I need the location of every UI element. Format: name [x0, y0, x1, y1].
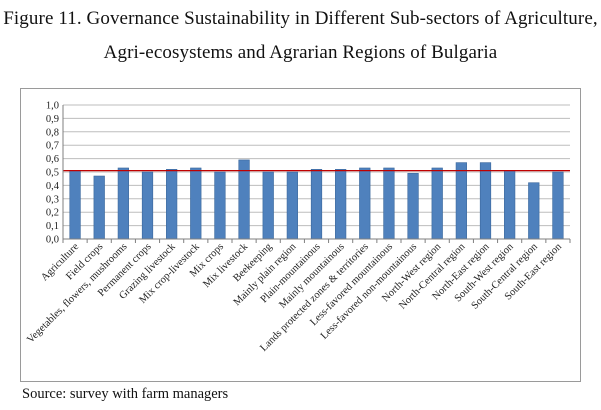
bar: [190, 167, 202, 240]
bar: [262, 171, 274, 240]
y-axis-tick-labels: 0,0 0,1 0,2 0,3 0,4 0,5 0,6 0,7 0,8 0,9 1,0: [46, 101, 60, 246]
figure-title-line-1: Figure 11. Governance Sustainability in …: [3, 8, 598, 29]
bar: [504, 170, 516, 240]
y-tick-label: 0,7: [46, 141, 59, 152]
bar: [166, 169, 178, 240]
y-tick-label: 0,9: [46, 114, 59, 125]
y-tick-label: 0,2: [46, 208, 59, 219]
bar: [455, 162, 467, 240]
y-tick-label: 1,0: [46, 101, 59, 112]
figure-title-line-2: Agri-ecosystems and Agrarian Regions of …: [103, 42, 498, 63]
chart-frame: 0,0 0,1 0,2 0,3 0,4 0,5 0,6 0,7 0,8 0,9 1,0 Agricu…: [20, 88, 581, 382]
bar: [214, 171, 226, 240]
bar: [431, 167, 443, 240]
bar: [310, 169, 323, 240]
y-tick-label: 0,5: [46, 168, 59, 179]
bars: [69, 159, 564, 240]
y-tick-label: 0,6: [46, 154, 59, 165]
bar: [528, 182, 540, 240]
y-tick-label: 0,0: [46, 235, 59, 246]
bar: [117, 167, 129, 240]
bar: [238, 159, 250, 240]
y-tick-label: 0,8: [46, 127, 59, 138]
bar: [335, 169, 347, 240]
bar: [141, 171, 154, 240]
bar: [479, 162, 492, 240]
bar-chart: 0,0 0,1 0,2 0,3 0,4 0,5 0,6 0,7 0,8 0,9 1,0 Agricu…: [25, 101, 571, 354]
x-tick-label: Vegetables, flowers, mushrooms: [25, 241, 129, 345]
bar: [359, 167, 371, 240]
axes: [62, 105, 571, 243]
y-tick-label: 0,3: [46, 194, 59, 205]
bar: [286, 171, 298, 240]
bar: [552, 171, 564, 240]
bar: [383, 167, 395, 240]
y-tick-label: 0,1: [46, 221, 59, 232]
bar: [69, 170, 81, 240]
bar: [93, 175, 105, 240]
source-note: Source: survey with farm managers: [22, 386, 229, 402]
bar: [407, 173, 419, 240]
y-tick-label: 0,4: [46, 181, 60, 192]
